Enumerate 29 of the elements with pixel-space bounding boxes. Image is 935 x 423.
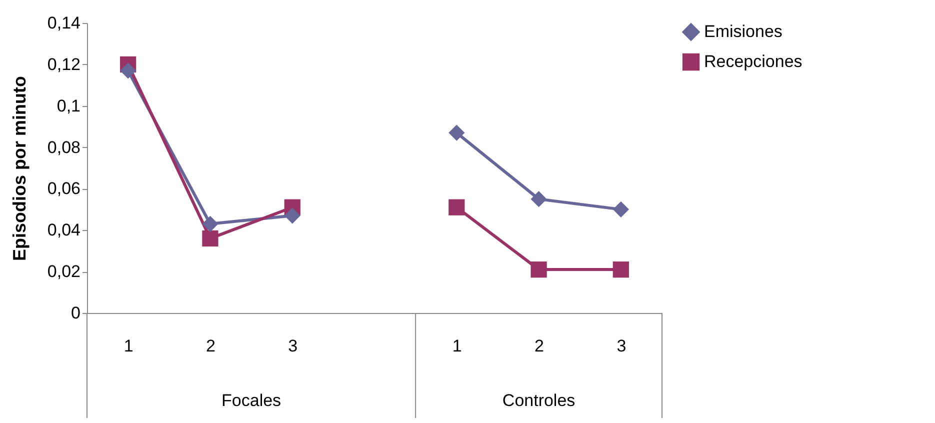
y-tick-label: 0,14: [47, 14, 80, 32]
x-tick-label: 2: [206, 336, 216, 356]
x-tick-label: 3: [288, 336, 298, 356]
point: [530, 191, 547, 208]
point: [530, 261, 547, 278]
y-tick-label: 0,02: [47, 262, 80, 282]
y-tick-label: 0: [71, 304, 80, 322]
x-tick-label: 2: [534, 336, 544, 356]
legend-label: Recepciones: [704, 52, 802, 71]
y-tick-label: 0,08: [47, 138, 80, 157]
text: Controles: [502, 391, 576, 410]
point: [120, 62, 136, 79]
x-tick-label: 1: [124, 336, 134, 356]
point: [448, 199, 465, 216]
point: [612, 261, 629, 278]
x-tick-label: 1: [452, 336, 462, 356]
point: [202, 216, 218, 232]
legend-label: Emisiones: [704, 22, 782, 41]
y-tick-label: 0,1: [56, 96, 80, 116]
y-axis-title: Episodios por minuto: [9, 76, 30, 261]
point: [202, 230, 218, 246]
point: [612, 201, 629, 218]
point: [284, 208, 300, 224]
y-tick-label: 0,12: [47, 54, 80, 74]
point: [448, 124, 465, 141]
x-tick-label: 3: [616, 336, 626, 356]
y-tick-label: 0,06: [47, 179, 80, 198]
y-tick-label: 0,04: [47, 220, 80, 240]
text: Focales: [222, 391, 282, 410]
